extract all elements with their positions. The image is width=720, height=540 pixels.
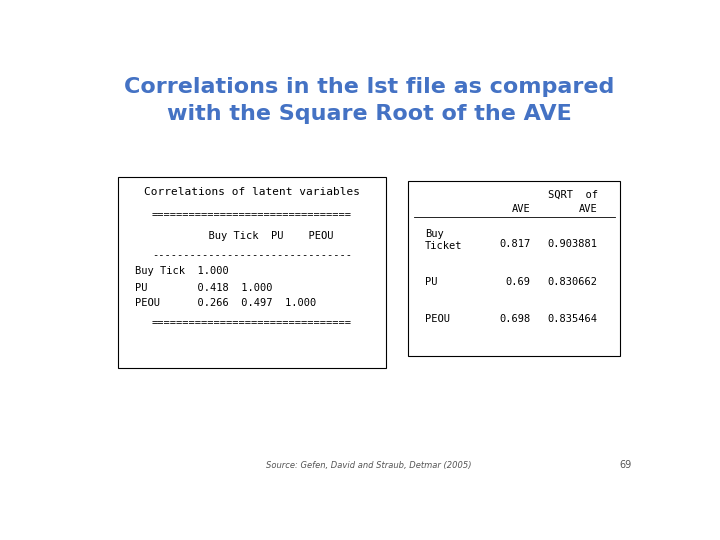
- Text: Source: Gefen, David and Straub, Detmar (2005): Source: Gefen, David and Straub, Detmar …: [266, 461, 472, 470]
- Text: Correlations of latent variables: Correlations of latent variables: [144, 187, 360, 198]
- Text: 0.835464: 0.835464: [548, 314, 598, 325]
- Text: --------------------------------: --------------------------------: [152, 250, 352, 260]
- Text: PEOU      0.266  0.497  1.000: PEOU 0.266 0.497 1.000: [135, 298, 316, 308]
- Text: PEOU: PEOU: [425, 314, 450, 325]
- Text: PU: PU: [425, 277, 437, 287]
- Text: ================================: ================================: [152, 319, 352, 328]
- Text: ================================: ================================: [152, 210, 352, 220]
- FancyBboxPatch shape: [408, 181, 620, 356]
- Text: SQRT  of: SQRT of: [548, 190, 598, 200]
- Text: 0.69: 0.69: [506, 277, 531, 287]
- Text: Buy Tick  1.000: Buy Tick 1.000: [135, 266, 228, 276]
- Text: Buy
Ticket: Buy Ticket: [425, 229, 462, 251]
- Text: 0.903881: 0.903881: [548, 239, 598, 249]
- FancyBboxPatch shape: [118, 177, 386, 368]
- Text: AVE: AVE: [579, 204, 598, 214]
- Text: 69: 69: [619, 460, 631, 470]
- Text: 0.830662: 0.830662: [548, 277, 598, 287]
- Text: Buy Tick  PU    PEOU: Buy Tick PU PEOU: [171, 231, 333, 241]
- Text: AVE: AVE: [512, 204, 531, 214]
- Text: 0.698: 0.698: [500, 314, 531, 325]
- Text: 0.817: 0.817: [500, 239, 531, 249]
- Text: Correlations in the lst file as compared
with the Square Root of the AVE: Correlations in the lst file as compared…: [124, 77, 614, 124]
- Text: PU        0.418  1.000: PU 0.418 1.000: [135, 283, 272, 293]
